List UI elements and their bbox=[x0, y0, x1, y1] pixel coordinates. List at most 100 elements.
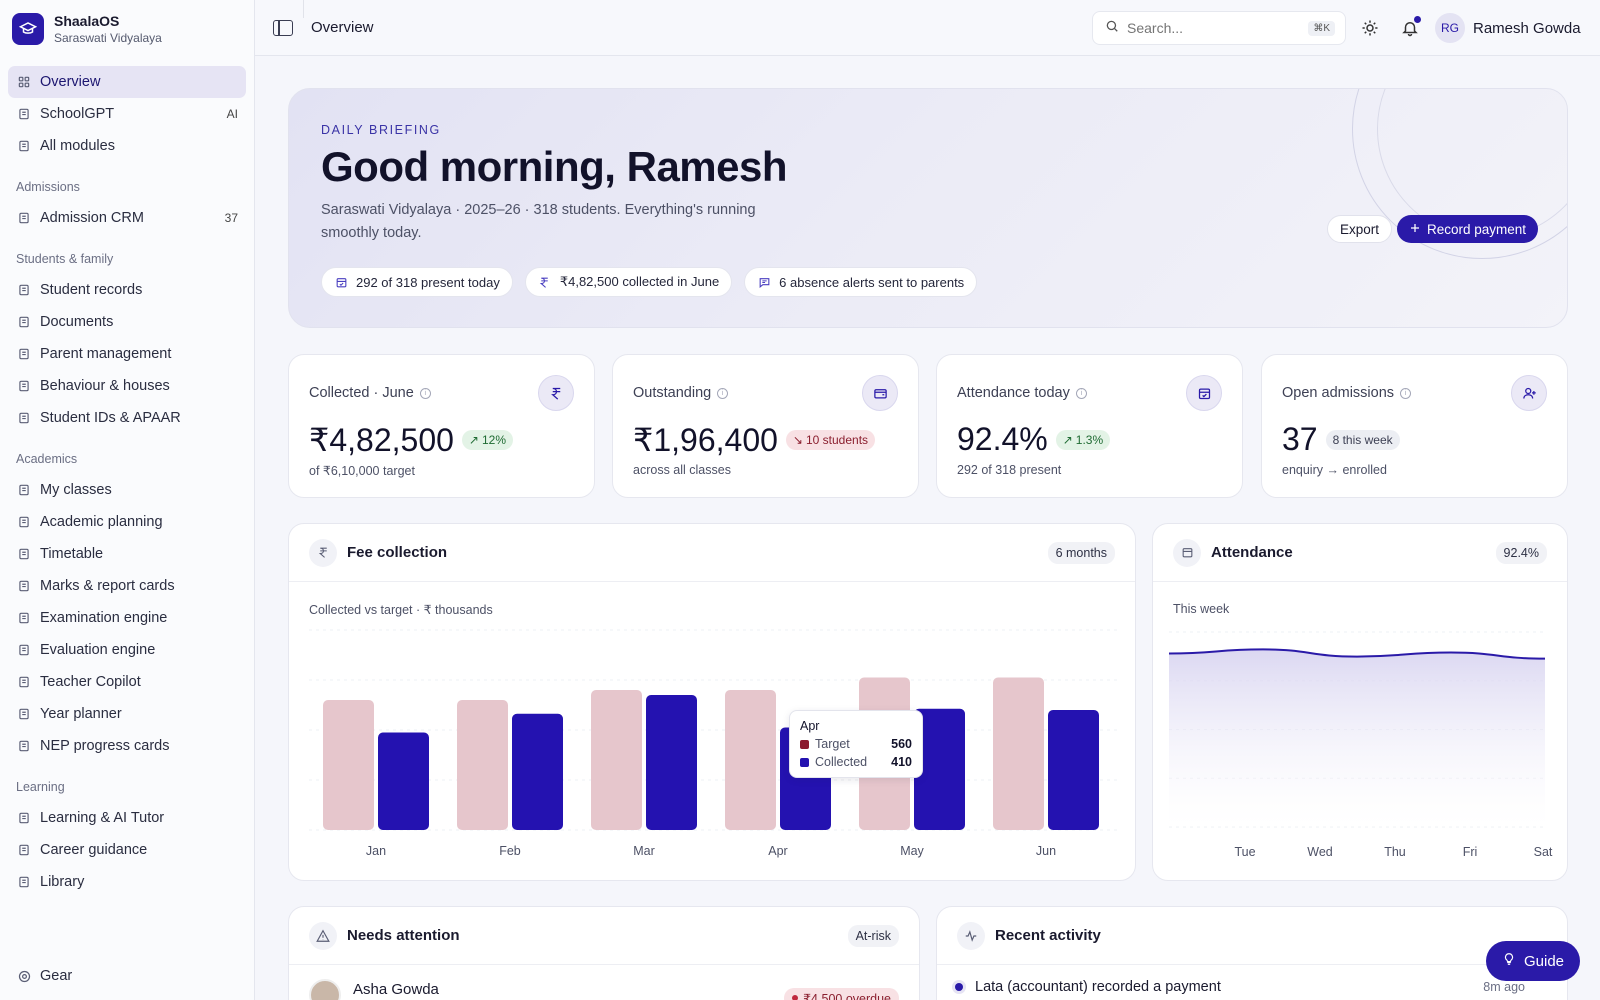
calendar-check-icon bbox=[1186, 375, 1222, 411]
sidebar-item-student-records[interactable]: Student records bbox=[8, 274, 246, 306]
summary-pills: 292 of 318 present today ₹4,82,500 colle… bbox=[321, 267, 978, 297]
section-heading: Academics bbox=[16, 452, 78, 466]
kpi-label-text: Attendance today bbox=[957, 385, 1070, 401]
attendance-area bbox=[1169, 649, 1545, 827]
guide-button[interactable]: Guide bbox=[1486, 941, 1581, 981]
sidebar-item-nep-progress-cards[interactable]: NEP progress cards bbox=[8, 730, 246, 762]
list-item[interactable]: Lata (accountant) recorded a payment 8m … bbox=[955, 979, 1525, 995]
count-badge: 37 bbox=[224, 211, 238, 225]
bar-target-apr[interactable] bbox=[725, 690, 776, 830]
kpi-value: ₹1,96,400 ↘ 10 students bbox=[633, 421, 876, 459]
nav-icon bbox=[16, 674, 32, 690]
range-badge[interactable]: 6 months bbox=[1047, 541, 1115, 564]
trend-arrow-icon: ↘ bbox=[792, 433, 803, 447]
brand[interactable]: ShaalaOS Saraswati Vidyalaya bbox=[0, 0, 254, 58]
warning-icon bbox=[309, 921, 337, 950]
eyebrow: DAILY BRIEFING bbox=[321, 123, 441, 137]
pill-alerts[interactable]: 6 absence alerts sent to parents bbox=[744, 267, 978, 297]
sidebar-item-admission-crm[interactable]: Admission CRM 37 bbox=[8, 202, 246, 234]
info-icon[interactable]: i bbox=[1400, 387, 1412, 399]
sidebar-item-schoolgpt[interactable]: SchoolGPT AI bbox=[8, 98, 246, 130]
sidebar-item-timetable[interactable]: Timetable bbox=[8, 538, 246, 570]
info-icon[interactable]: i bbox=[419, 387, 431, 399]
sidebar-item-student-ids-apaar[interactable]: Student IDs & APAAR bbox=[8, 402, 246, 434]
sidebar-item-examination-engine[interactable]: Examination engine bbox=[8, 602, 246, 634]
kpi-label: Outstanding i bbox=[633, 385, 729, 401]
tooltip-label: Target bbox=[815, 737, 850, 751]
greeting: Good morning, Ramesh bbox=[321, 143, 788, 190]
kpi-card-open-admissions[interactable]: Open admissions i 37 8 this week enquiry → e… bbox=[1261, 354, 1568, 498]
sidebar-item-teacher-copilot[interactable]: Teacher Copilot bbox=[8, 666, 246, 698]
kpi-card-attendance-today[interactable]: Attendance today i 92.4% ↗ 1.3% 292 of 318 p… bbox=[936, 354, 1243, 498]
attendance-line[interactable] bbox=[1168, 648, 1546, 660]
overdue-label: ₹4,500 overdue bbox=[803, 991, 891, 1000]
sidebar-item-marks-report-cards[interactable]: Marks & report cards bbox=[8, 570, 246, 602]
sidebar-item-label: Academic planning bbox=[40, 514, 163, 530]
search-input[interactable] bbox=[1127, 20, 1307, 36]
activity-icon bbox=[957, 921, 985, 950]
sidebar-item-gear[interactable]: Gear bbox=[8, 960, 246, 992]
sidebar-item-library[interactable]: Library bbox=[8, 866, 246, 898]
bar-target-feb[interactable] bbox=[457, 700, 508, 830]
kpi-label: Open admissions i bbox=[1282, 385, 1412, 401]
bar-target-jan[interactable] bbox=[323, 700, 374, 830]
export-button[interactable]: Export bbox=[1327, 215, 1393, 243]
bell-icon[interactable] bbox=[1398, 16, 1422, 40]
sidebar-item-label: Behaviour & houses bbox=[40, 378, 170, 394]
sidebar-item-my-classes[interactable]: My classes bbox=[8, 474, 246, 506]
bar-collected-mar[interactable] bbox=[646, 695, 697, 830]
list-item[interactable]: Asha Gowda ₹4,500 overdue bbox=[309, 979, 899, 1000]
notification-dot bbox=[1414, 16, 1421, 23]
plus-icon bbox=[1409, 222, 1421, 237]
user-name: Ramesh Gowda bbox=[1473, 19, 1581, 37]
overdue-badge: ₹4,500 overdue bbox=[784, 987, 899, 1000]
tooltip-value: 410 bbox=[891, 755, 912, 769]
sidebar-item-behaviour-houses[interactable]: Behaviour & houses bbox=[8, 370, 246, 402]
info-icon[interactable]: i bbox=[1075, 387, 1087, 399]
sidebar-item-documents[interactable]: Documents bbox=[8, 306, 246, 338]
bar-collected-jan[interactable] bbox=[378, 732, 429, 831]
search-box[interactable]: ⌘K bbox=[1092, 11, 1346, 45]
topbar: Overview ⌘K RG Ramesh Gowda bbox=[255, 0, 1600, 56]
kpi-card-outstanding[interactable]: Outstanding i ₹1,96,400 ↘ 10 students across… bbox=[612, 354, 919, 498]
sidebar-item-evaluation-engine[interactable]: Evaluation engine bbox=[8, 634, 246, 666]
record-payment-button[interactable]: Record payment bbox=[1397, 215, 1539, 243]
sidebar-item-career-guidance[interactable]: Career guidance bbox=[8, 834, 246, 866]
pill-label: ₹4,82,500 collected in June bbox=[559, 274, 720, 289]
x-tick-label: Mar bbox=[633, 844, 655, 858]
at-risk-badge[interactable]: At-risk bbox=[847, 924, 899, 947]
info-icon[interactable]: i bbox=[717, 387, 729, 399]
sidebar-item-overview[interactable]: Overview bbox=[8, 66, 246, 98]
chart-tooltip: Apr Target 560 Collected 410 bbox=[789, 710, 923, 778]
bar-collected-may[interactable] bbox=[914, 708, 965, 830]
guide-label: Guide bbox=[1524, 952, 1565, 970]
sidebar-item-parent-management[interactable]: Parent management bbox=[8, 338, 246, 370]
bar-collected-jun[interactable] bbox=[1048, 710, 1099, 830]
gear-icon bbox=[16, 968, 32, 984]
sidebar-item-learning-ai-tutor[interactable]: Learning & AI Tutor bbox=[8, 802, 246, 834]
kpi-card-collected-june[interactable]: Collected · June i ₹4,82,500 ↗ 12% of ₹6,10,… bbox=[288, 354, 595, 498]
kpi-subtext: across all classes bbox=[633, 463, 731, 477]
student-name: Asha Gowda bbox=[353, 980, 439, 998]
sidebar-toggle-icon[interactable] bbox=[273, 19, 293, 36]
pill-attendance[interactable]: 292 of 318 present today bbox=[321, 267, 513, 297]
bar-target-mar[interactable] bbox=[591, 690, 642, 830]
sidebar-item-academic-planning[interactable]: Academic planning bbox=[8, 506, 246, 538]
fee-bar-chart[interactable]: Jan Feb Mar Apr May Jun bbox=[289, 582, 1136, 881]
pill-collection[interactable]: ₹4,82,500 collected in June bbox=[524, 267, 733, 297]
nav-icon bbox=[16, 610, 32, 626]
sun-icon[interactable] bbox=[1358, 16, 1382, 40]
sidebar-item-all-modules[interactable]: All modules bbox=[8, 130, 246, 162]
attendance-panel: Attendance 92.4% This week Tue Wed Thu Fri S… bbox=[1152, 523, 1568, 881]
trend-chip: ↘ 10 students bbox=[785, 430, 876, 450]
bar-collected-feb[interactable] bbox=[512, 713, 563, 830]
user-menu[interactable]: RG Ramesh Gowda bbox=[1435, 13, 1581, 43]
attendance-area-chart[interactable]: Tue Wed Thu Fri Sat bbox=[1153, 582, 1568, 881]
sidebar-nav: Overview SchoolGPT AI All modules Admissions… bbox=[0, 58, 254, 906]
search-icon bbox=[1105, 19, 1119, 38]
bar-target-jun[interactable] bbox=[993, 677, 1044, 831]
nav-icon bbox=[16, 410, 32, 426]
sidebar-item-year-planner[interactable]: Year planner bbox=[8, 698, 246, 730]
nav-icon bbox=[16, 642, 32, 658]
section-heading: Students & family bbox=[16, 252, 114, 266]
